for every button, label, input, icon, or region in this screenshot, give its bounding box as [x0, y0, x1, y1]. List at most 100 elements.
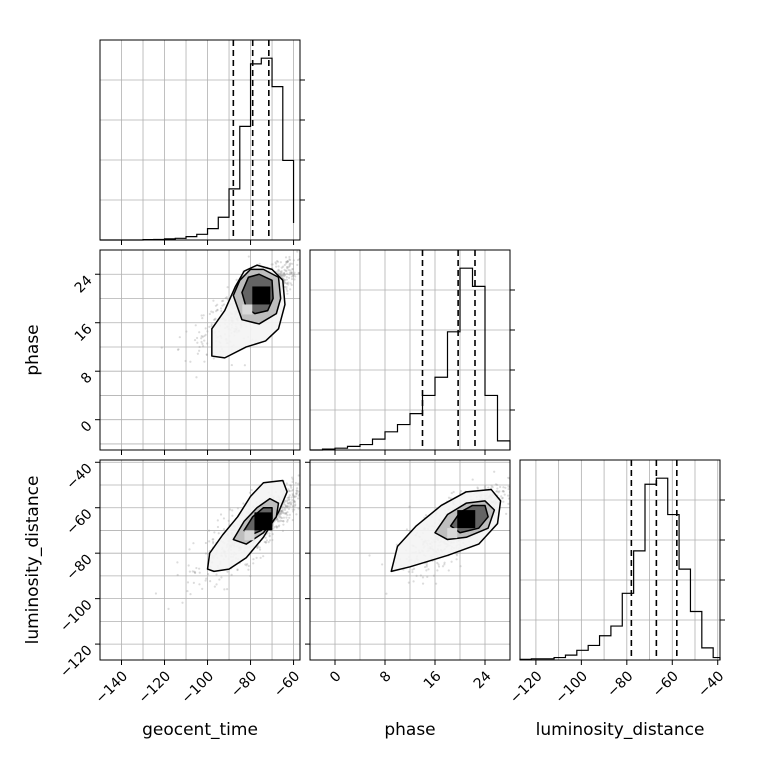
sample-point	[513, 490, 515, 492]
sample-point	[214, 317, 217, 320]
sample-point	[268, 539, 272, 542]
sample-point	[499, 485, 502, 489]
sample-point	[436, 561, 439, 565]
sample-point	[198, 571, 201, 574]
y-tick-label: 8	[78, 370, 96, 388]
sample-point	[277, 525, 280, 528]
sample-point	[272, 527, 275, 530]
sample-point	[294, 503, 297, 506]
sample-point	[207, 529, 211, 532]
sample-point	[244, 563, 247, 566]
contour-panel-phase-luminosity_distance	[368, 470, 515, 595]
sample-point	[507, 502, 510, 506]
sample-point	[255, 556, 258, 559]
sample-point	[258, 548, 262, 551]
sample-point	[292, 273, 295, 276]
sample-point	[295, 513, 298, 516]
sample-point	[285, 278, 288, 281]
sample-point	[229, 508, 232, 511]
sample-point	[506, 494, 510, 497]
sample-point	[288, 496, 291, 499]
sample-point	[283, 508, 287, 511]
sample-point	[301, 497, 303, 499]
sample-point	[289, 262, 292, 265]
sample-point	[511, 484, 513, 486]
sample-point	[313, 485, 315, 487]
sample-point	[268, 534, 271, 537]
sample-point	[227, 519, 230, 522]
sample-point	[290, 283, 293, 287]
sample-point	[283, 507, 287, 510]
sample-point	[208, 312, 211, 316]
sample-point	[189, 592, 192, 596]
sample-point	[286, 260, 289, 264]
sample-point	[443, 561, 446, 564]
sample-point	[216, 519, 219, 522]
sample-point	[288, 255, 291, 259]
sample-point	[279, 511, 282, 514]
sample-point	[288, 516, 291, 519]
sample-point	[275, 265, 278, 268]
sample-point	[206, 342, 209, 345]
sample-point	[501, 490, 504, 493]
sample-point	[280, 509, 283, 513]
sample-point	[242, 502, 245, 505]
sample-point	[291, 480, 294, 483]
y-tick-label: −100	[57, 597, 96, 636]
sample-point	[279, 273, 282, 276]
sample-point	[285, 511, 288, 515]
sample-point	[215, 583, 218, 586]
sample-point	[291, 518, 294, 522]
sample-point	[257, 545, 260, 548]
sample-point	[252, 558, 255, 561]
sample-point	[247, 568, 250, 571]
sample-point	[286, 505, 289, 508]
sample-point	[286, 267, 289, 270]
x-tick-label: −60	[271, 668, 303, 700]
sample-point	[295, 492, 298, 495]
sample-point	[258, 262, 261, 265]
sample-point	[215, 310, 218, 313]
sample-point	[288, 273, 291, 276]
sample-point	[284, 503, 287, 506]
sample-point	[252, 562, 255, 565]
sample-point	[280, 266, 283, 269]
x-tick-label: −120	[136, 668, 175, 707]
sample-point	[292, 505, 295, 508]
sample-point	[286, 518, 289, 522]
sample-point	[419, 574, 422, 577]
sample-point	[201, 342, 204, 345]
peak-density-block	[252, 286, 271, 305]
sample-point	[231, 514, 234, 517]
x-tick-label: −40	[695, 668, 727, 700]
sample-point	[495, 490, 498, 493]
x-axis-label-geocent-time: geocent_time	[142, 720, 258, 740]
sample-point	[268, 535, 271, 538]
sample-point	[296, 250, 299, 253]
sample-point	[212, 299, 215, 302]
sample-point	[284, 500, 287, 503]
density-block	[447, 528, 458, 539]
sample-point	[280, 509, 283, 512]
sample-point	[273, 525, 276, 529]
x-tick-label: −100	[553, 668, 592, 707]
sample-point	[236, 568, 239, 572]
sample-point	[195, 566, 198, 570]
sample-point	[288, 494, 291, 497]
histogram-luminosity_distance	[519, 477, 721, 660]
sample-point	[286, 259, 289, 263]
sample-point	[279, 515, 282, 518]
sample-point	[280, 510, 283, 513]
sample-point	[300, 273, 302, 275]
sample-point	[286, 505, 289, 508]
sample-point	[276, 519, 279, 522]
sample-point	[493, 470, 496, 473]
sample-point	[283, 512, 286, 515]
sample-point	[283, 281, 286, 284]
sample-point	[205, 353, 209, 356]
sample-point	[294, 275, 297, 278]
sample-point	[282, 272, 286, 275]
sample-point	[286, 499, 289, 502]
sample-point	[421, 576, 425, 579]
sample-point	[287, 265, 291, 268]
